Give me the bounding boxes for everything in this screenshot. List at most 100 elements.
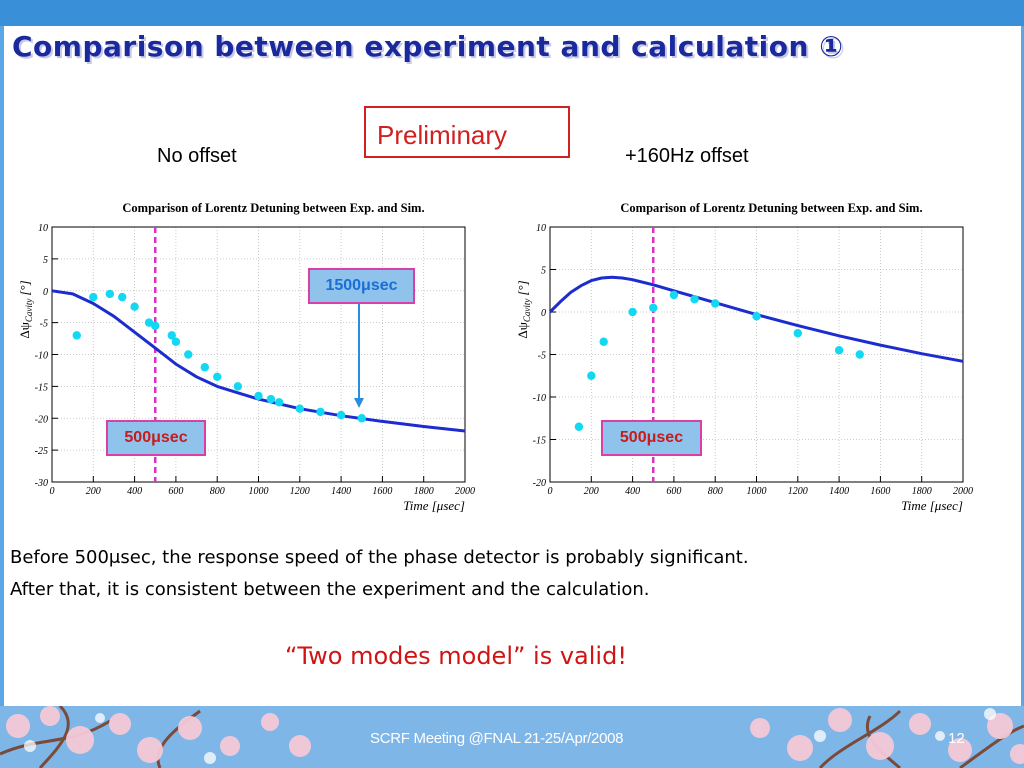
experiment-point	[587, 371, 596, 380]
chart-160hz-offset: Comparison of Lorentz Detuning between E…	[500, 185, 990, 525]
experiment-point	[690, 295, 699, 304]
experiment-point	[118, 292, 127, 302]
x-tick-label: 600	[666, 486, 681, 497]
y-tick-label: -15	[35, 382, 48, 393]
slide-title: Comparison between experiment and calcul…	[12, 30, 844, 63]
y-tick-label: 10	[38, 223, 48, 234]
chart-160hz-offset-svg: Comparison of Lorentz Detuning between E…	[515, 201, 973, 513]
y-axis-subscript: Cavity	[24, 299, 34, 323]
chart-no-offset: Comparison of Lorentz Detuning between E…	[2, 185, 492, 525]
experiment-point	[89, 292, 98, 302]
experiment-point	[834, 346, 844, 355]
y-axis-label: ΔψCavity [°]	[17, 280, 34, 338]
footer-bar: SCRF Meeting @FNAL 21-25/Apr/2008 12	[0, 706, 1024, 768]
y-axis-unit: [°]	[17, 280, 32, 295]
y-tick-label: 0	[541, 308, 546, 319]
x-tick-label: 200	[86, 486, 101, 497]
y-axis-subscript: Cavity	[522, 299, 532, 323]
simulation-line	[548, 275, 964, 363]
x-tick-label: 0	[548, 486, 553, 497]
y-axis-symbol: Δψ	[515, 322, 530, 339]
x-tick-label: 200	[584, 486, 599, 497]
experiment-point	[793, 329, 802, 338]
y-tick-label: 5	[43, 255, 48, 266]
x-tick-label: 0	[50, 486, 55, 497]
explanation-line-1: Before 500μsec, the response speed of th…	[10, 547, 749, 568]
x-tick-label: 2000	[953, 486, 973, 497]
chart-title: Comparison of Lorentz Detuning between E…	[122, 201, 424, 215]
experiment-point	[171, 337, 181, 346]
experiment-point	[669, 290, 679, 300]
x-tick-label: 400	[625, 486, 640, 497]
y-tick-label: -25	[35, 446, 48, 457]
experiment-point	[855, 350, 864, 359]
footer-meeting-text: SCRF Meeting @FNAL 21-25/Apr/2008	[370, 730, 624, 747]
experiment-point	[752, 312, 761, 321]
y-tick-label: 10	[536, 223, 546, 234]
caption-no-offset: No offset	[157, 145, 237, 167]
x-tick-label: 2000	[455, 486, 475, 497]
x-tick-label: 1000	[249, 486, 269, 497]
x-tick-label: 1800	[414, 486, 434, 497]
page-number: 12	[948, 730, 965, 747]
chart-title: Comparison of Lorentz Detuning between E…	[620, 201, 922, 215]
x-axis-label: Time [μsec]	[901, 498, 963, 513]
experiment-point	[357, 414, 366, 423]
y-tick-label: -5	[40, 319, 48, 330]
x-tick-label: 800	[708, 486, 723, 497]
x-tick-label: 1400	[331, 486, 351, 497]
x-tick-label: 1200	[290, 486, 310, 497]
experiment-point	[72, 331, 81, 340]
experiment-point	[144, 318, 154, 327]
experiment-point	[233, 382, 243, 391]
marker-500usec-left: 500μsec	[106, 420, 206, 456]
y-axis-symbol: Δψ	[17, 322, 32, 339]
experiment-point	[574, 422, 584, 431]
x-tick-label: 1200	[788, 486, 808, 497]
x-tick-label: 1600	[372, 486, 392, 497]
experiment-point	[266, 394, 276, 404]
experiment-point	[151, 321, 160, 331]
experiment-point	[184, 350, 193, 359]
x-axis-label: Time [μsec]	[403, 498, 465, 513]
experiment-point	[130, 302, 139, 311]
top-accent-bar	[0, 0, 1024, 26]
y-tick-label: -15	[533, 436, 546, 447]
x-tick-label: 1400	[829, 486, 849, 497]
left-accent-border	[0, 26, 4, 706]
conclusion-text: “Two modes model” is valid!	[285, 642, 627, 670]
marker-1500usec: 1500μsec	[308, 268, 415, 304]
marker-500usec-right: 500μsec	[601, 420, 702, 456]
experiment-point	[200, 363, 210, 372]
x-tick-label: 1000	[747, 486, 767, 497]
y-tick-label: -10	[35, 351, 48, 362]
y-tick-label: -30	[35, 478, 48, 489]
chart-no-offset-svg: Comparison of Lorentz Detuning between E…	[17, 201, 475, 513]
experiment-point	[599, 337, 608, 346]
x-tick-label: 1600	[870, 486, 890, 497]
y-tick-label: -10	[533, 393, 546, 404]
y-tick-label: 0	[43, 287, 48, 298]
x-tick-label: 1800	[912, 486, 932, 497]
y-axis-label: ΔψCavity [°]	[515, 280, 532, 338]
right-accent-border	[1021, 26, 1024, 706]
x-tick-label: 600	[168, 486, 183, 497]
experiment-point	[274, 398, 284, 407]
preliminary-label: Preliminary	[364, 106, 570, 158]
experiment-point	[649, 303, 658, 312]
experiment-point	[295, 404, 304, 413]
experiment-point	[105, 289, 115, 299]
y-axis-unit: [°]	[515, 280, 530, 295]
experiment-point	[213, 372, 222, 382]
y-tick-label: 5	[541, 266, 546, 277]
experiment-point	[336, 410, 346, 420]
experiment-point	[711, 299, 720, 308]
experiment-point	[167, 331, 176, 340]
x-tick-label: 400	[127, 486, 142, 497]
y-tick-label: -20	[533, 478, 546, 489]
x-tick-label: 800	[210, 486, 225, 497]
cherry-blossom-decoration	[0, 706, 1024, 768]
arrow-1500usec	[354, 304, 364, 408]
caption-160hz-offset: +160Hz offset	[625, 145, 749, 167]
experiment-point	[316, 407, 325, 417]
